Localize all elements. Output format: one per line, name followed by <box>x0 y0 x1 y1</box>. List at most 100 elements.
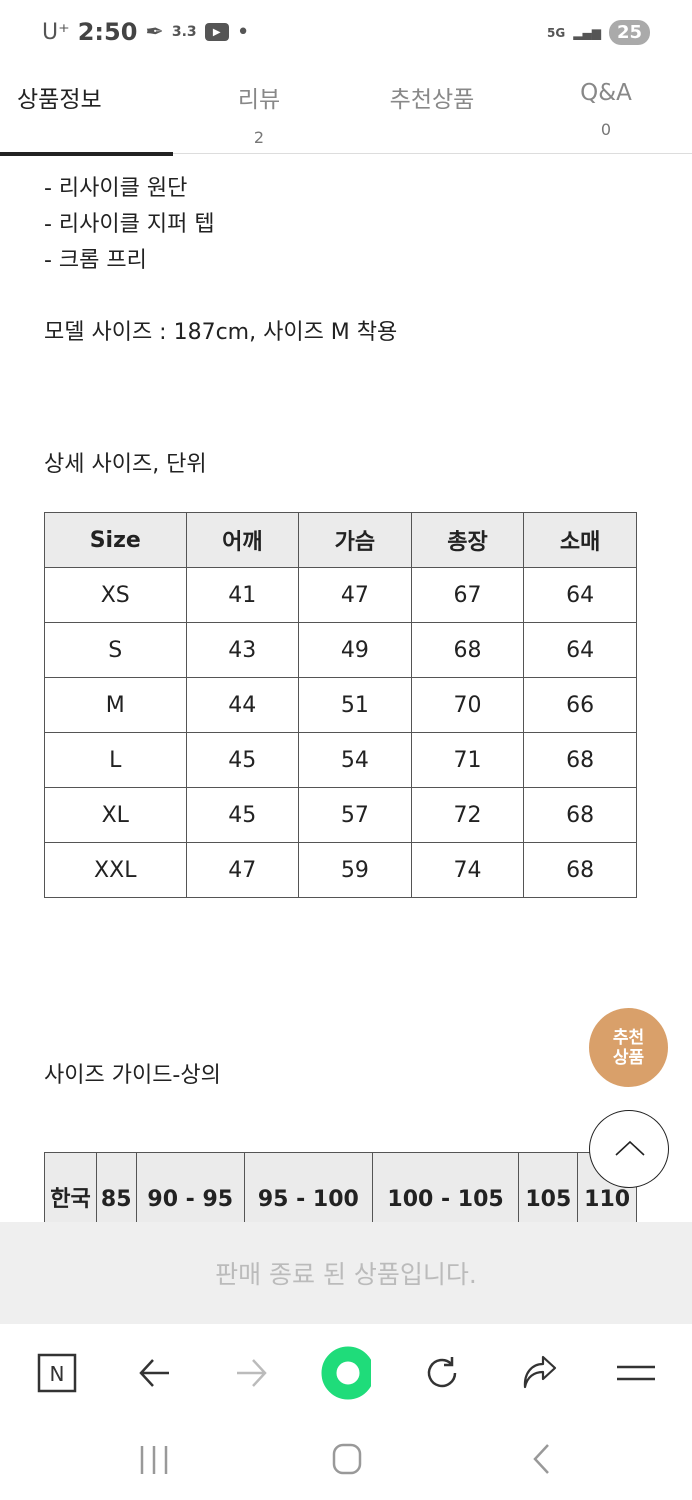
home-button[interactable] <box>331 1442 365 1476</box>
table-cell: 59 <box>298 842 412 898</box>
forward-button[interactable] <box>226 1348 276 1398</box>
table-cell: 45 <box>185 787 300 843</box>
guide-title: 사이즈 가이드-상의 <box>44 1063 221 1088</box>
scroll-top-button[interactable] <box>589 1110 669 1188</box>
tab-qna[interactable]: Q&A 0 <box>536 80 676 139</box>
share-button[interactable] <box>514 1348 564 1398</box>
table-cell: 74 <box>410 842 525 898</box>
notification-icon: ✒ <box>145 19 164 45</box>
svg-text:N: N <box>50 1362 65 1386</box>
share-icon <box>523 1355 557 1389</box>
tab-label: 추천상품 <box>389 87 475 113</box>
header-cell: 100 - 105 <box>371 1152 520 1222</box>
table-row: S 43 49 68 64 <box>44 622 637 678</box>
table-cell: 57 <box>298 787 412 843</box>
table-cell: 54 <box>298 732 412 788</box>
feature-line: - 리사이클 원단 <box>44 176 188 201</box>
signal-icon: ▂▄▆ <box>573 25 601 40</box>
size-table: Size 어깨 가슴 총장 소매 XS 41 47 67 64 S 43 49 68 64 M 44 5… <box>44 512 637 898</box>
size-guide-table: 한국 85 90 - 95 95 - 100 100 - 105 105 110 <box>44 1152 637 1222</box>
table-row: XL 45 57 72 68 <box>44 787 637 843</box>
table-cell: 49 <box>298 622 412 678</box>
table-cell: 45 <box>185 732 300 788</box>
table-cell: 68 <box>523 842 637 898</box>
table-cell: XS <box>44 567 187 623</box>
carrier: U⁺ <box>42 19 70 45</box>
table-cell: 68 <box>410 622 525 678</box>
recent-apps-button[interactable] <box>138 1444 172 1476</box>
tab-product-info[interactable]: 상품정보 <box>17 80 157 114</box>
menu-button[interactable] <box>610 1348 660 1398</box>
tab-label: 상품정보 <box>17 87 102 113</box>
system-navigation-bar <box>0 1420 692 1500</box>
tab-reviews[interactable]: 리뷰 2 <box>189 80 329 147</box>
table-cell: XXL <box>44 842 187 898</box>
table-cell: 43 <box>185 622 300 678</box>
table-cell: 67 <box>410 567 525 623</box>
table-row: XS 41 47 67 64 <box>44 567 637 623</box>
table-header-row: 한국 85 90 - 95 95 - 100 100 - 105 105 110 <box>44 1152 637 1222</box>
naver-green-dot-button[interactable] <box>321 1346 371 1400</box>
table-cell: 72 <box>410 787 525 843</box>
table-cell: M <box>44 677 187 733</box>
header-cell: 95 - 100 <box>244 1152 373 1222</box>
network-speed: 3.3 <box>171 24 197 40</box>
tab-recommended[interactable]: 추천상품 <box>362 80 502 114</box>
table-cell: 66 <box>523 677 637 733</box>
header-cell: 105 <box>518 1152 579 1222</box>
battery-indicator: 25 <box>608 20 650 45</box>
header-cell: 90 - 95 <box>135 1152 245 1222</box>
table-cell: 64 <box>523 622 637 678</box>
table-cell: 44 <box>185 677 300 733</box>
table-cell: 68 <box>523 787 637 843</box>
model-size: 모델 사이즈 : 187cm, 사이즈 M 착용 <box>44 320 398 345</box>
table-row: L 45 54 71 68 <box>44 732 637 788</box>
table-cell: S <box>44 622 187 678</box>
youtube-icon: ▶ <box>204 23 229 41</box>
tab-count: 0 <box>600 120 612 139</box>
arrow-left-icon <box>139 1359 169 1387</box>
tab-label: 리뷰 <box>237 87 281 113</box>
tab-count: 2 <box>253 128 265 147</box>
clock: 2:50 <box>77 18 138 46</box>
product-description: - 리사이클 원단 - 리사이클 지퍼 텝 - 크롬 프리 모델 사이즈 : 1… <box>44 155 692 483</box>
feature-line: - 리사이클 지퍼 텝 <box>44 212 215 237</box>
table-cell: 47 <box>298 567 412 623</box>
feature-line: - 크롬 프리 <box>44 248 147 273</box>
refresh-button[interactable] <box>417 1348 467 1398</box>
status-bar: U⁺ 2:50 ✒ 3.3 ▶ • 5G ▂▄▆ 25 <box>0 0 692 66</box>
naver-home-button[interactable]: N <box>32 1348 82 1398</box>
browser-toolbar: N <box>0 1324 692 1420</box>
header-cell: 총장 <box>410 512 525 568</box>
table-cell: L <box>44 732 187 788</box>
header-cell: 85 <box>95 1152 137 1222</box>
header-cell: Size <box>44 512 187 568</box>
tab-label: Q&A <box>580 80 632 106</box>
tab-bar: 상품정보 리뷰 2 추천상품 Q&A 0 <box>0 66 692 156</box>
green-dot-icon <box>321 1346 371 1400</box>
chevron-up-icon <box>615 1140 645 1156</box>
recommend-products-button[interactable]: 추천 상품 <box>589 1008 668 1087</box>
table-header-row: Size 어깨 가슴 총장 소매 <box>44 512 637 568</box>
header-cell: 어깨 <box>185 512 300 568</box>
refresh-icon <box>427 1357 457 1388</box>
header-cell: 가슴 <box>298 512 412 568</box>
menu-icon <box>617 1365 655 1381</box>
dot-icon: • <box>236 19 250 45</box>
back-button[interactable] <box>130 1348 180 1398</box>
table-cell: 64 <box>523 567 637 623</box>
table-cell: 41 <box>185 567 300 623</box>
arrow-right-icon <box>237 1359 267 1387</box>
system-back-button[interactable] <box>528 1442 554 1476</box>
active-tab-indicator <box>0 152 173 156</box>
guide-table-clip: 한국 85 90 - 95 95 - 100 100 - 105 105 110 <box>0 1152 692 1222</box>
table-row: M 44 51 70 66 <box>44 677 637 733</box>
header-cell: 한국 <box>44 1152 97 1222</box>
size-title: 상세 사이즈, 단위 <box>44 452 207 477</box>
network-type: 5G <box>547 25 566 40</box>
table-cell: 68 <box>523 732 637 788</box>
table-cell: 47 <box>185 842 300 898</box>
table-row: XXL 47 59 74 68 <box>44 842 637 898</box>
table-cell: 70 <box>410 677 525 733</box>
table-cell: XL <box>44 787 187 843</box>
